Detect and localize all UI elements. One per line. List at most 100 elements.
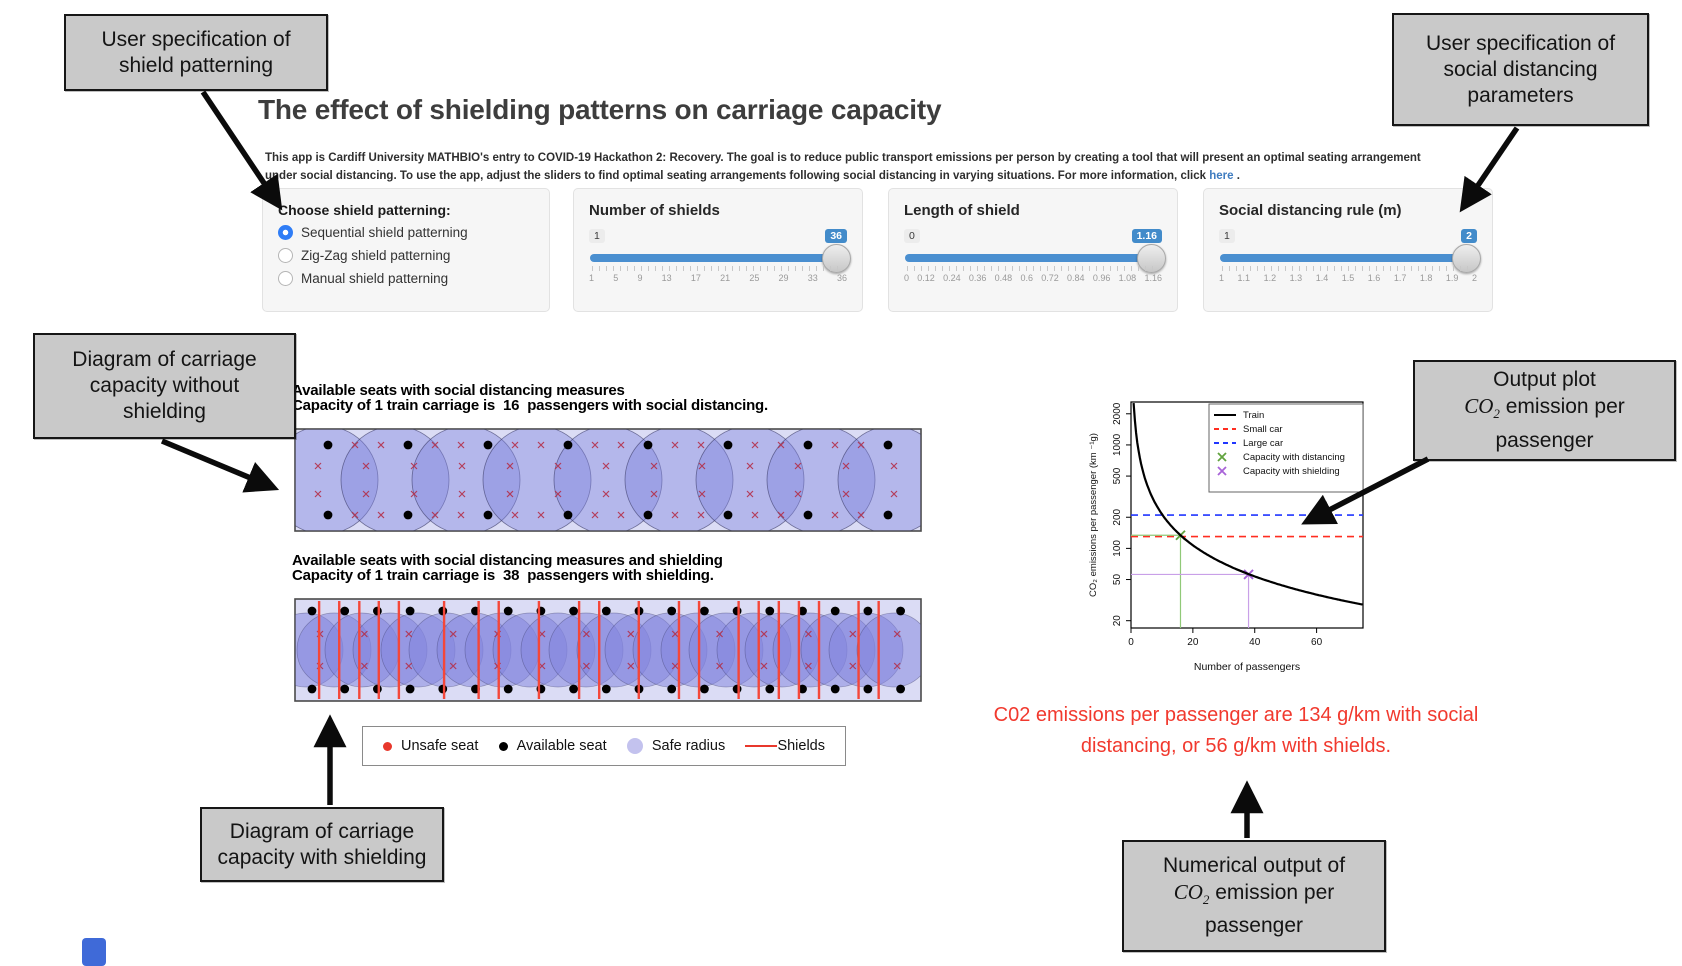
callout-line: Diagram of carriage	[72, 348, 257, 371]
shielding-diagram-title: Available seats with social distancing m…	[292, 552, 723, 569]
callout-line: User specification of	[1425, 31, 1616, 55]
slider-value-badge: 36	[825, 229, 847, 243]
callout-without-shielding: Diagram of carriage capacity without shi…	[33, 333, 296, 439]
radio-manual-patterning[interactable]: Manual shield patterning	[278, 271, 534, 286]
svg-text:1000: 1000	[1112, 433, 1123, 456]
callout-line: capacity without	[89, 374, 240, 397]
callout-output-plot: Output plot CO2 emission per passenger	[1413, 360, 1676, 461]
slider-tick-marks	[907, 266, 1159, 271]
description-after-link: .	[1233, 169, 1240, 182]
legend-item-available: Available seat	[498, 738, 607, 754]
slider-min-badge: 1	[589, 229, 605, 243]
legend-item-shields: Shields	[745, 738, 825, 754]
radio-option-label: Manual shield patterning	[301, 271, 449, 286]
available-seat-icon	[498, 741, 508, 751]
legend-item-safe-radius: Safe radius	[626, 738, 726, 754]
legend-label: Available seat	[516, 738, 607, 754]
legend-label: Unsafe seat	[401, 738, 479, 754]
radio-button-icon[interactable]	[278, 225, 293, 240]
cropped-blue-element	[82, 938, 106, 966]
length-of-shield-slider[interactable]: 0 1.16 0 0.12 0.24 0.36 0.48 0.6 0.72 0.84 0.96 1…	[904, 229, 1166, 291]
slider-track[interactable]	[905, 254, 1161, 262]
slider-min-badge: 0	[904, 229, 920, 243]
callout-line: Diagram of carriage	[229, 819, 415, 843]
svg-text:60: 60	[1311, 637, 1323, 648]
app-description: This app is Cardiff University MATHBIO's…	[265, 150, 1443, 186]
svg-text:0: 0	[1128, 637, 1134, 648]
number-of-shields-slider[interactable]: 1 36 1 5 9 13 17 21 25 29 33 36	[589, 229, 851, 291]
svg-text:200: 200	[1112, 508, 1123, 525]
legend-label: Shields	[777, 738, 825, 754]
callout-line-rest: emission per	[1209, 880, 1335, 904]
svg-text:50: 50	[1112, 574, 1123, 586]
slider-value-badge: 2	[1461, 229, 1477, 243]
callout-social-distancing: User specification of social distancing …	[1392, 13, 1649, 126]
callout-line: User specification of	[101, 27, 291, 51]
co2-emissions-plot: 0 20 40 60 20 50 100 200 500 1000 2000 Number of pa…	[1088, 401, 1364, 673]
co2-formula: CO	[1464, 394, 1494, 419]
svg-text:Small car: Small car	[1243, 424, 1283, 435]
svg-text:CO₂ emissions per passenger (k: CO₂ emissions per passenger (km ⁻¹g)	[1088, 433, 1099, 597]
distancing-diagram-subtitle: Capacity of 1 train carriage is 16 passe…	[292, 397, 768, 414]
co2-subscript: 2	[1493, 406, 1500, 422]
radio-button-icon[interactable]	[278, 271, 293, 286]
safe-radius-icon	[626, 738, 643, 754]
slider-min-badge: 1	[1219, 229, 1235, 243]
unsafe-seat-icon	[383, 741, 392, 751]
callout-line: social distancing	[1443, 57, 1598, 81]
callout-line: passenger	[1495, 428, 1594, 452]
callout-line: passenger	[1204, 914, 1304, 938]
callout-with-shielding: Diagram of carriage capacity with shield…	[200, 807, 444, 882]
co2-subscript: 2	[1202, 892, 1210, 908]
social-distancing-slider[interactable]: 1 2 1 1.1 1.2 1.3 1.4 1.5 1.6 1.7 1.8 1.9 2	[1219, 229, 1481, 291]
svg-text:Train: Train	[1243, 410, 1264, 421]
callout-numerical-output: Numerical output of CO2 emission per pas…	[1122, 840, 1386, 952]
slider-handle[interactable]	[1452, 244, 1481, 273]
carriage-diagram-without-shielding	[294, 428, 922, 532]
radio-zigzag-patterning[interactable]: Zig-Zag shield patterning	[278, 248, 534, 263]
number-of-shields-panel: Number of shields 1 36 1 5 9 13 17 21 25 29 33 36	[573, 188, 863, 312]
slider-label: Number of shields	[589, 202, 720, 219]
slider-tick-labels: 0 0.12 0.24 0.36 0.48 0.6 0.72 0.84 0.96 1.08 1.16	[904, 273, 1162, 283]
svg-text:2000: 2000	[1112, 402, 1123, 425]
svg-text:Capacity with shielding: Capacity with shielding	[1243, 466, 1340, 477]
slider-tick-labels: 1 5 9 13 17 21 25 29 33 36	[589, 273, 847, 283]
legend-label: Safe radius	[651, 738, 726, 754]
radio-group-label: Choose shield patterning:	[278, 202, 451, 218]
slider-label: Social distancing rule (m)	[1219, 202, 1402, 219]
callout-line: capacity with shielding	[217, 845, 427, 869]
callout-shield-patterning: User specification of shield patterning	[64, 14, 328, 91]
slider-value-badge: 1.16	[1131, 229, 1162, 243]
svg-text:20: 20	[1187, 637, 1199, 648]
co2-formula: CO	[1173, 879, 1203, 904]
svg-text:Number of passengers: Number of passengers	[1194, 661, 1300, 673]
svg-text:500: 500	[1112, 467, 1123, 484]
callout-line-rest: emission per	[1499, 395, 1625, 419]
emissions-result-text: C02 emissions per passenger are 134 g/km…	[993, 704, 1479, 757]
radio-button-icon[interactable]	[278, 248, 293, 263]
seat-legend: Unsafe seat Available seat Safe radius S…	[362, 726, 846, 766]
slider-track[interactable]	[1220, 254, 1476, 262]
description-text: This app is Cardiff University MATHBIO's…	[265, 152, 1421, 182]
svg-text:Large car: Large car	[1243, 438, 1283, 449]
radio-option-label: Zig-Zag shield patterning	[301, 248, 451, 263]
shield-line-icon	[745, 745, 778, 747]
callout-line: Numerical output of	[1162, 853, 1346, 877]
radio-option-label: Sequential shield patterning	[301, 225, 468, 240]
legend-item-unsafe: Unsafe seat	[383, 738, 478, 754]
radio-sequential-patterning[interactable]: Sequential shield patterning	[278, 225, 534, 240]
arrow-to-carriage-1	[160, 438, 280, 493]
carriage-diagram-with-shielding	[294, 598, 922, 702]
callout-line: shield patterning	[118, 53, 274, 77]
callout-line: parameters	[1467, 83, 1574, 107]
callout-line: shielding	[123, 400, 206, 423]
here-link[interactable]: here	[1209, 169, 1234, 182]
svg-text:100: 100	[1112, 540, 1123, 557]
shielding-diagram-subtitle: Capacity of 1 train carriage is 38 passe…	[292, 567, 714, 584]
length-of-shield-panel: Length of shield 0 1.16 0 0.12 0.24 0.36 0.4…	[888, 188, 1178, 312]
social-distancing-rule-panel: Social distancing rule (m) 1 2 1 1.1 1.2 1.…	[1203, 188, 1493, 312]
slider-track[interactable]	[590, 254, 846, 262]
slider-tick-marks	[1222, 266, 1474, 271]
svg-text:20: 20	[1112, 615, 1123, 627]
page-title: The effect of shielding patterns on carr…	[258, 94, 942, 125]
